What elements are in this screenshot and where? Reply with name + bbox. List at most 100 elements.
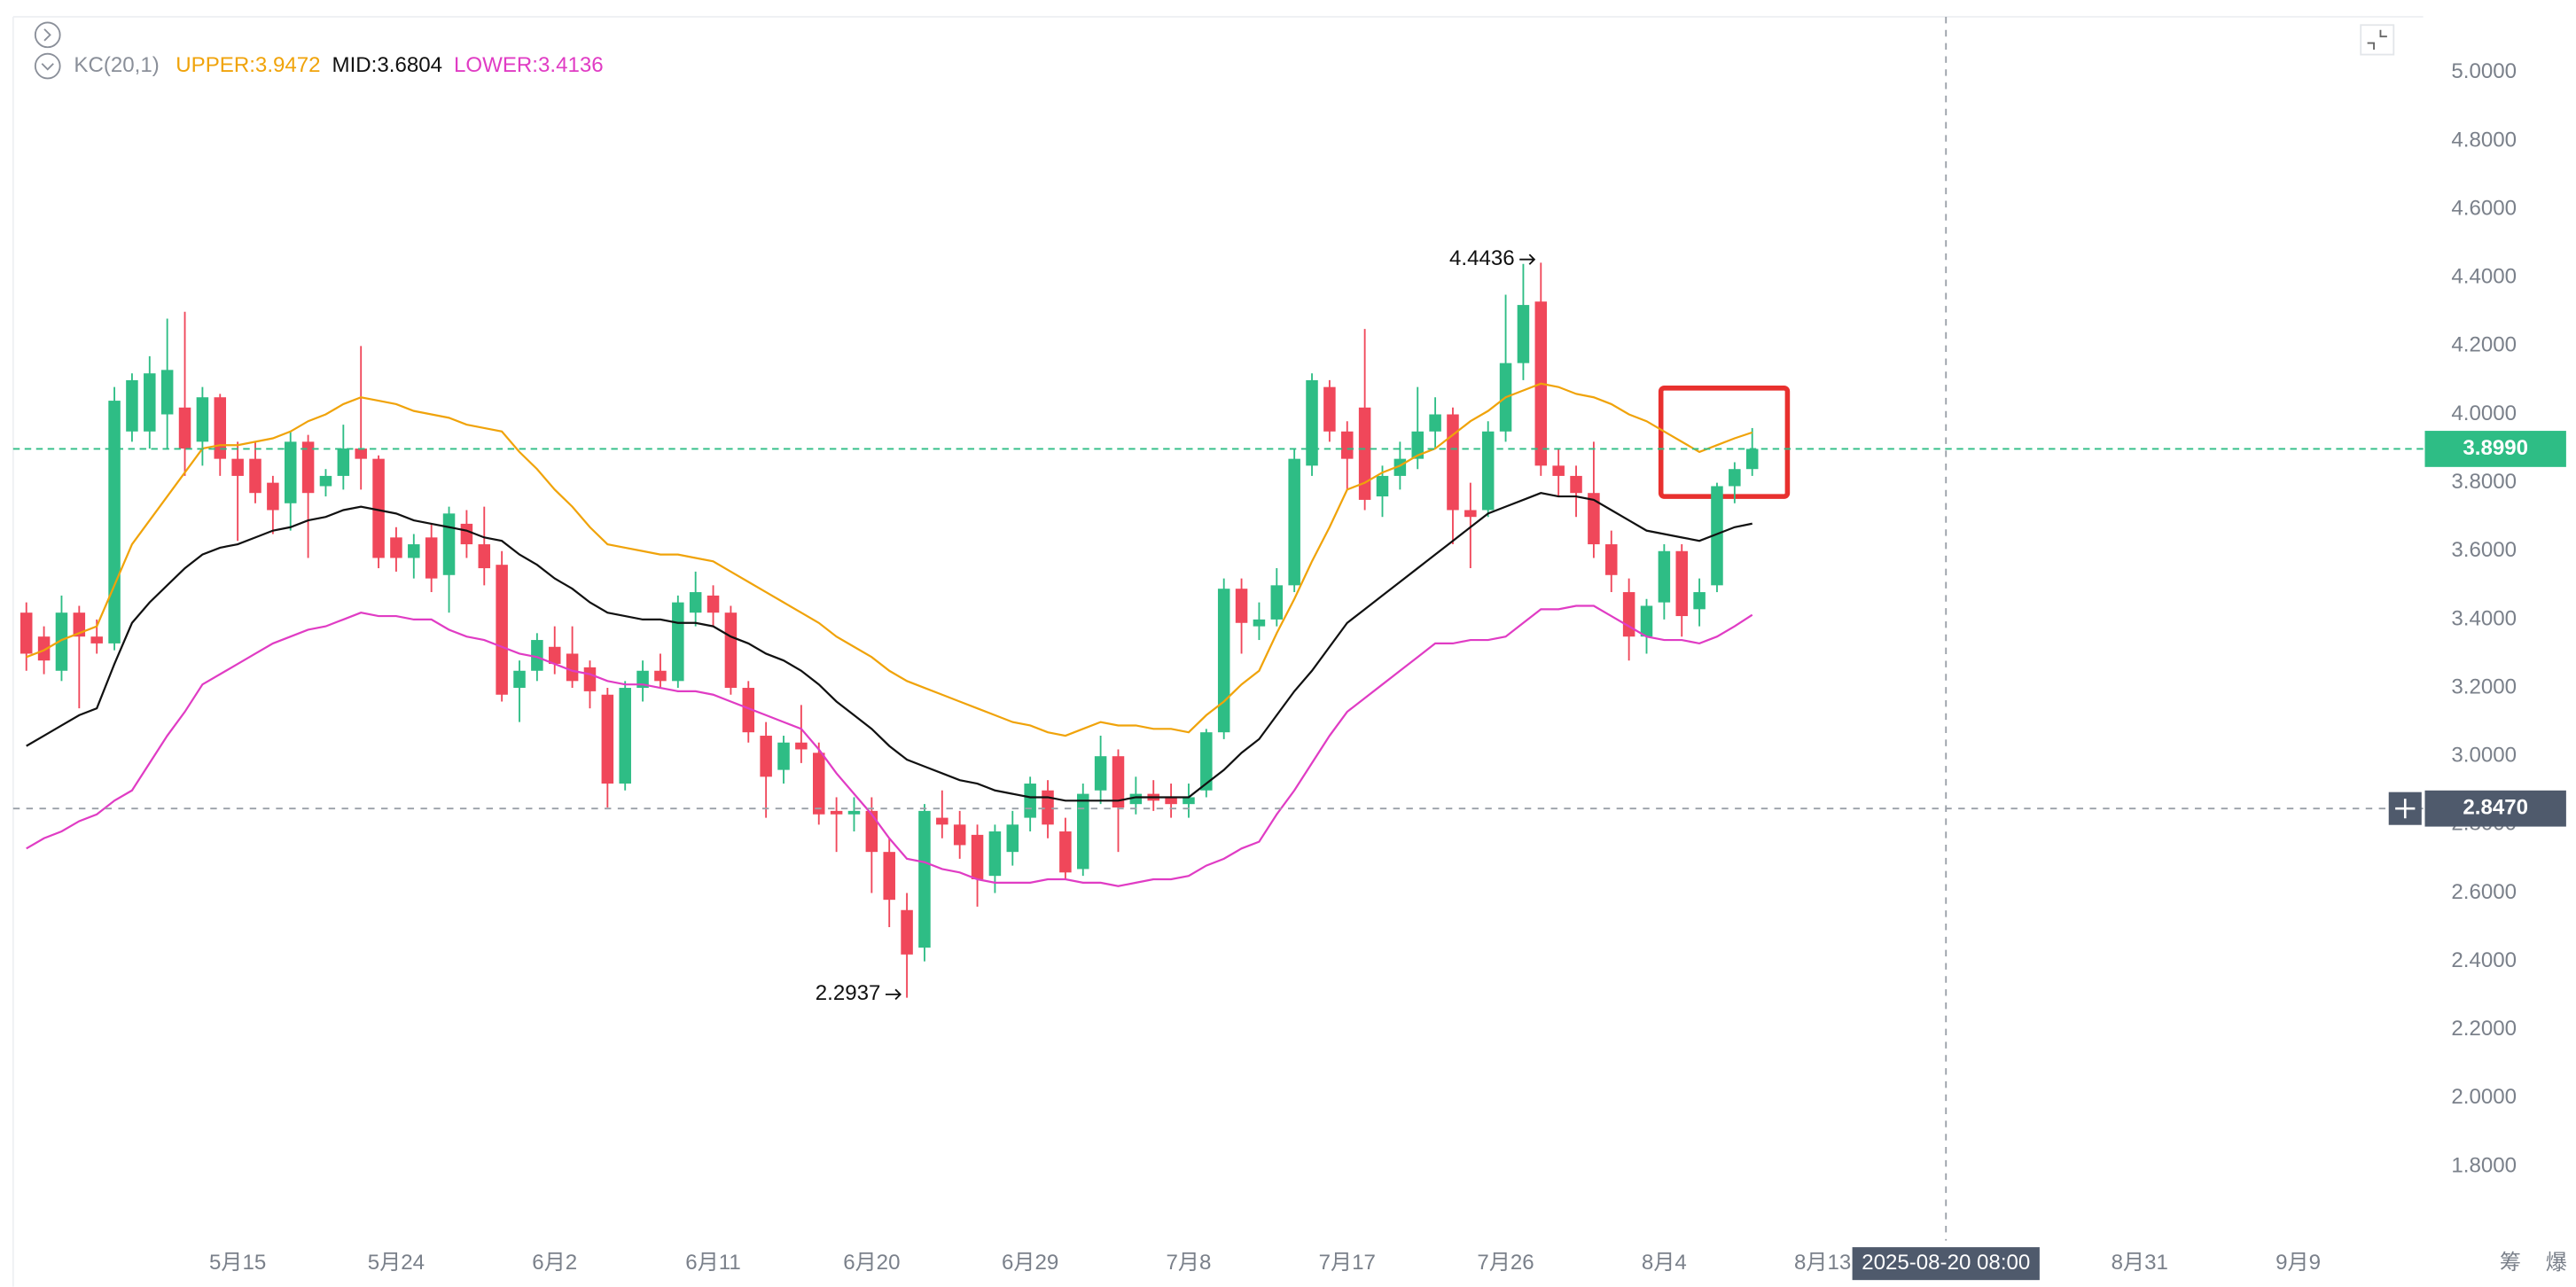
x-tick-label: 5月24: [368, 1251, 425, 1275]
candle-body: [1411, 431, 1424, 459]
candle-body: [1711, 486, 1723, 586]
candle-body: [1024, 784, 1036, 818]
x-tick-label: 6月11: [685, 1251, 740, 1275]
candle-body: [390, 537, 402, 558]
candle-body: [1552, 465, 1565, 476]
y-tick-label: 3.8000: [2451, 470, 2517, 494]
candle-body: [953, 824, 966, 846]
candle-body: [1517, 305, 1530, 363]
y-tick-label: 3.4000: [2451, 606, 2517, 630]
y-tick-label: 4.0000: [2451, 402, 2517, 425]
candle-body: [372, 458, 385, 558]
candle-body: [1588, 493, 1600, 545]
candle-body: [672, 602, 684, 682]
candle-body: [1358, 407, 1371, 500]
legend-entry: UPPER:3.9472: [176, 53, 320, 77]
candle-body: [1217, 589, 1230, 733]
y-tick-label: 3.0000: [2451, 744, 2517, 768]
crosshair-x-label: 2025-08-20 08:00: [1862, 1251, 2030, 1275]
candle-body: [742, 688, 755, 733]
candle-body: [1235, 589, 1248, 623]
candle-body: [988, 831, 1002, 877]
candle-body: [1042, 790, 1054, 825]
candle-body: [214, 397, 227, 459]
toolbar-item[interactable]: 筹: [2500, 1251, 2521, 1275]
candle-body: [1605, 544, 1618, 575]
candle-body: [1481, 431, 1495, 511]
x-tick-label: 7月26: [1477, 1251, 1534, 1275]
y-tick-label: 3.6000: [2451, 538, 2517, 562]
crosshair-y-box: [2424, 790, 2566, 827]
candle-body: [706, 595, 720, 613]
candle-body: [619, 688, 631, 784]
candle-body: [795, 742, 808, 750]
crosshair-add[interactable]: [2388, 792, 2422, 825]
last-price-label: 3.8990: [2463, 436, 2528, 460]
x-tick-label: 6月20: [843, 1251, 900, 1275]
candle-body: [812, 753, 825, 815]
x-tick-label: 5月15: [209, 1251, 266, 1275]
candle-body: [1570, 475, 1582, 494]
x-tick-label: 7月8: [1167, 1251, 1212, 1275]
crosshair-add-icon: [2395, 799, 2416, 819]
candle-body: [126, 379, 138, 432]
y-tick-label: 1.8000: [2451, 1153, 2517, 1177]
collapse-icon[interactable]: [34, 21, 61, 49]
candle-body: [196, 397, 209, 442]
candle-body: [1447, 414, 1459, 511]
toolbar-item[interactable]: 爆: [2546, 1251, 2567, 1275]
legend-entry: LOWER:3.4136: [454, 53, 604, 77]
x-tick-label: 8月31: [2112, 1251, 2168, 1275]
candle-body: [425, 537, 438, 579]
candle-body: [337, 448, 350, 476]
crosshair-y-label: 2.8470: [2463, 796, 2528, 820]
kc-line: [26, 492, 1752, 802]
candle-body: [460, 523, 473, 545]
candle-body: [1323, 386, 1336, 432]
x-tick-label: 6月2: [532, 1251, 577, 1275]
last-price-box: [2424, 431, 2566, 467]
candle-body: [231, 458, 244, 476]
candle-body: [496, 565, 508, 695]
candle-body: [724, 612, 738, 689]
indicator-toggle[interactable]: [34, 52, 61, 80]
fullscreen-icon[interactable]: [2360, 24, 2395, 56]
candle-body: [1693, 592, 1706, 610]
y-tick-label: 3.2000: [2451, 675, 2517, 698]
x-tick-label: 8月4: [1642, 1251, 1687, 1275]
candle-body: [1094, 756, 1107, 791]
candle-body: [760, 736, 772, 777]
candle-body: [73, 612, 86, 637]
candle-body: [1076, 793, 1089, 870]
candle-body: [144, 373, 156, 432]
candle-body: [1622, 592, 1635, 637]
candle-body: [1464, 510, 1477, 518]
candle-body: [55, 612, 68, 671]
candle-body: [408, 544, 420, 558]
candle-body: [355, 448, 367, 459]
y-tick-label: 5.0000: [2451, 59, 2517, 83]
candle-body: [1341, 431, 1354, 459]
candle-body: [37, 636, 51, 661]
candle-body: [1675, 550, 1688, 617]
candle-body: [1183, 797, 1195, 805]
x-tick-label: 6月29: [1002, 1251, 1058, 1275]
y-tick-label: 2.2000: [2451, 1017, 2517, 1041]
candle-body: [566, 653, 579, 682]
extreme-label: 2.2937: [816, 981, 881, 1005]
candle-body: [1200, 732, 1213, 791]
candle-body: [478, 544, 491, 569]
candle-body: [847, 810, 861, 815]
candle-body: [548, 646, 561, 665]
candle-body: [531, 640, 543, 671]
candle-body: [108, 401, 121, 644]
candle-body: [1306, 379, 1318, 466]
candle-body: [284, 441, 297, 503]
x-tick-label: 9月9: [2275, 1251, 2321, 1275]
candle-body: [1059, 831, 1072, 873]
candle-body: [90, 636, 103, 644]
candle-body: [777, 742, 790, 770]
